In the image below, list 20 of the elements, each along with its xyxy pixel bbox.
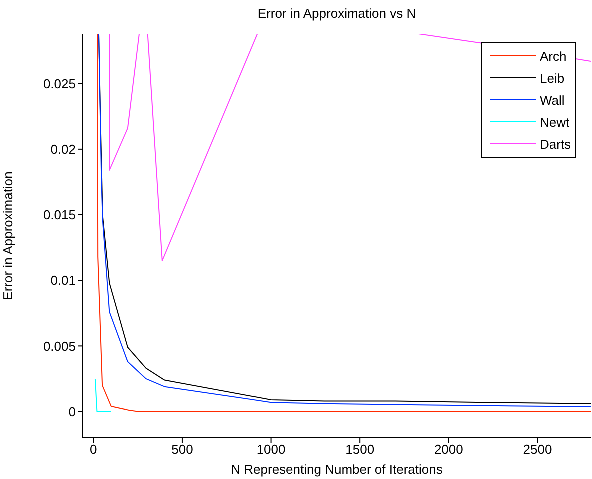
x-tick-label: 1500 (346, 442, 375, 458)
x-tick-label: 2500 (523, 442, 552, 458)
y-tick-label: 0.025 (43, 76, 76, 92)
y-tick-label: 0 (68, 404, 76, 420)
x-tick-label: 2000 (434, 442, 464, 458)
y-tick-label: 0.02 (50, 142, 76, 158)
x-tick-label: 0 (90, 442, 98, 458)
chart-title: Error in Approximation vs N (256, 6, 418, 21)
x-axis-title: N Representing Number of Iterations (231, 462, 444, 477)
legend-label: Arch (540, 48, 567, 64)
legend-label: Leib (540, 70, 565, 86)
legend-label: Newt (540, 114, 570, 130)
x-tick-label: 1000 (256, 442, 286, 458)
x-tick-label: 500 (172, 442, 194, 458)
y-axis-title: Error in Approximation (0, 172, 16, 300)
legend-label: Wall (540, 92, 565, 108)
y-tick-label: 0.015 (43, 208, 76, 223)
y-tick-label: 0.005 (43, 338, 76, 354)
y-tick-label: 0.01 (50, 273, 76, 288)
legend-label: Darts (540, 136, 572, 152)
